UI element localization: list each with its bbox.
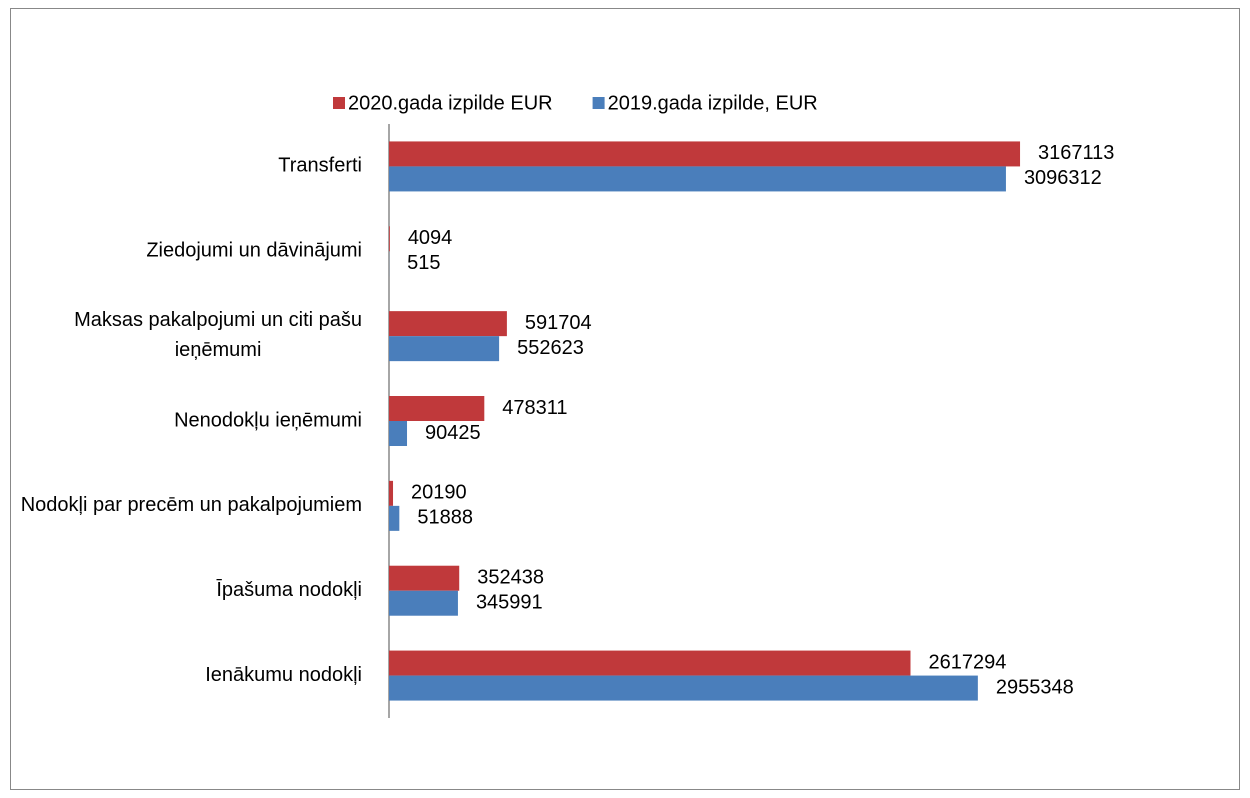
data-label: 591704 [525, 312, 592, 334]
data-label: 552623 [517, 337, 584, 359]
data-label: 3096312 [1024, 167, 1102, 189]
data-label: 90425 [425, 422, 481, 444]
bar [389, 480, 394, 506]
bar [389, 336, 500, 362]
legend-swatch [592, 97, 605, 109]
legend-label: 2019.gada izpilde, EUR [608, 92, 818, 114]
bar [389, 675, 978, 701]
bar [389, 650, 911, 676]
data-label: 345991 [476, 591, 543, 613]
bar [389, 505, 400, 531]
legend-swatch [333, 97, 345, 109]
data-label: 51888 [417, 507, 473, 529]
category-label: Nenodokļu ieņēmumi [174, 409, 362, 431]
category-label: Nodokļi par precēm un pakalpojumiem [21, 494, 362, 516]
legend-label: 2020.gada izpilde EUR [348, 92, 553, 114]
category-label: Transferti [278, 155, 362, 177]
data-label: 4094 [408, 227, 453, 249]
bar [389, 311, 507, 337]
bar [389, 565, 460, 591]
data-label: 2955348 [996, 676, 1074, 698]
bar [389, 166, 1006, 192]
data-label: 352438 [477, 566, 544, 588]
bar [389, 590, 458, 616]
bar [389, 226, 390, 252]
category-label: Maksas pakalpojumi un citi pašu ieņēmumi [74, 309, 362, 361]
data-label: 478311 [502, 397, 567, 419]
category-label: Ziedojumi un dāvinājumi [146, 240, 362, 262]
category-label: Īpašuma nodokļi [216, 578, 362, 601]
bar [389, 421, 408, 446]
bar [389, 396, 485, 421]
data-label: 515 [407, 252, 440, 274]
bar [389, 141, 1021, 167]
category-label: Ienākumu nodokļi [205, 664, 362, 686]
data-label: 20190 [411, 482, 467, 504]
data-label: 3167113 [1038, 142, 1114, 164]
data-label: 2617294 [928, 651, 1006, 673]
